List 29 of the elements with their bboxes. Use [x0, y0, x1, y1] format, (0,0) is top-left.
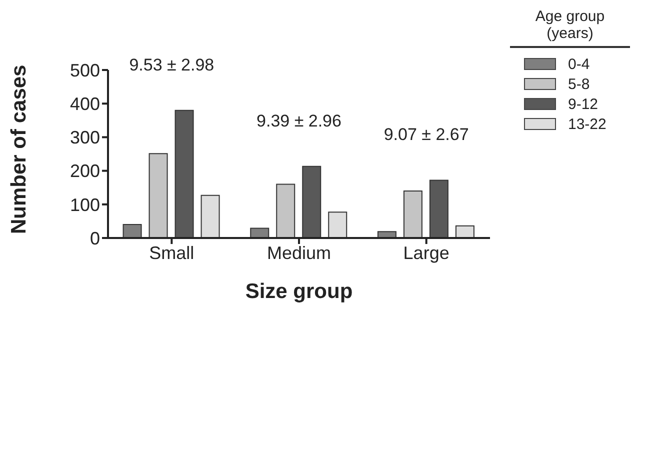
bar: [276, 184, 296, 238]
bar: [122, 224, 142, 238]
bar: [328, 212, 348, 238]
bar: [148, 153, 168, 238]
x-tick-label: Medium: [266, 242, 332, 263]
legend-label: 9-12: [568, 96, 598, 112]
annotation: 9.53 ± 2.98: [129, 55, 214, 74]
y-tick-label: 500: [70, 60, 100, 80]
legend-label: 0-4: [568, 56, 590, 72]
y-tick-label: 400: [70, 94, 100, 114]
x-axis-title: Size group: [245, 280, 353, 303]
annotation: 9.07 ± 2.67: [384, 125, 469, 144]
legend-title: Age group (years): [510, 8, 630, 48]
legend-label: 5-8: [568, 76, 590, 92]
bar: [200, 194, 220, 238]
bar: [403, 190, 422, 238]
bar: [174, 110, 194, 238]
y-tick-label: 0: [90, 228, 100, 248]
y-tick-label: 100: [70, 194, 100, 215]
x-tick-label: Small: [149, 242, 194, 263]
y-tick-label: 200: [70, 161, 100, 182]
annotation: 9.39 ± 2.96: [256, 111, 342, 130]
legend-label: 13-22: [568, 116, 606, 132]
bar: [429, 180, 448, 238]
y-tick-label: 300: [70, 128, 100, 148]
bar: [455, 225, 474, 238]
x-tick-label: Large: [403, 242, 450, 263]
bar: [302, 166, 322, 238]
y-axis-title: Number of cases: [7, 64, 30, 234]
